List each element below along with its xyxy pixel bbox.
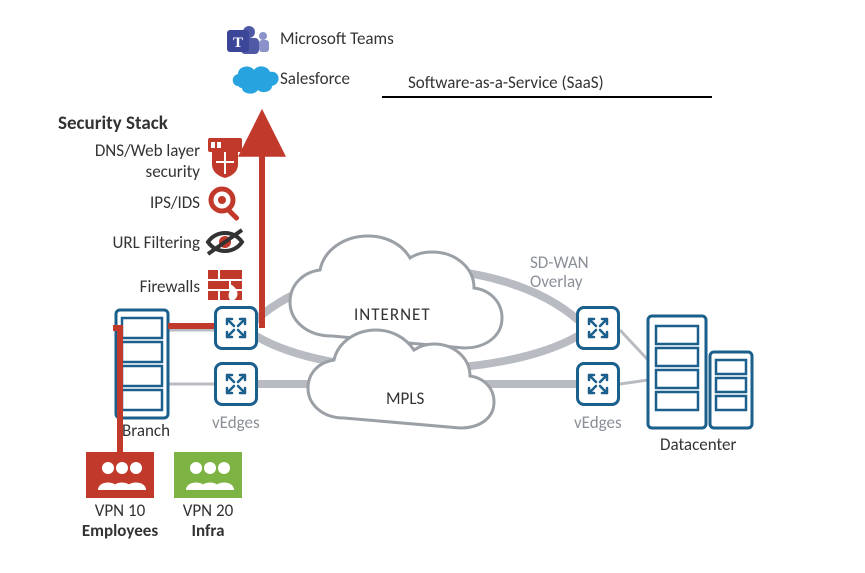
vedge-left-2 (214, 362, 258, 406)
branch-rack (116, 310, 168, 418)
magnifier-key-icon (211, 189, 240, 221)
security-stack-title: Security Stack (58, 112, 168, 135)
shield-server-icon (208, 138, 242, 178)
vedge-right-1 (576, 306, 620, 350)
teams-icon: T (227, 26, 269, 54)
vedge-left-1 (214, 306, 258, 350)
cloud-internet (290, 236, 502, 348)
branch-label: Branch (122, 420, 170, 441)
saas-item-salesforce-label: Salesforce (280, 68, 350, 89)
saas-item-teams-label: Microsoft Teams (280, 28, 394, 49)
cloud-mpls-label: MPLS (386, 388, 424, 409)
datacenter-label: Datacenter (660, 434, 736, 455)
vpn10-box (86, 452, 154, 498)
vpn10-sub: Employees (72, 520, 168, 541)
saas-underline (382, 96, 712, 98)
sdwan-line2: Overlay (530, 271, 583, 292)
firewall-icon (208, 270, 242, 300)
vpn20-box (174, 452, 242, 498)
security-item-url: URL Filtering (60, 232, 200, 253)
vpn20-sub: Infra (174, 520, 242, 541)
cloud-internet-label: INTERNET (354, 304, 431, 325)
sdwan-overlay-label: SD-WAN Overlay (530, 254, 589, 291)
link-vedge-dc-2 (620, 380, 648, 384)
security-item-dns: DNS/Web layer security (60, 140, 200, 182)
vedges-right-label: vEdges (574, 412, 622, 433)
svg-text:T: T (233, 35, 243, 51)
datacenter-racks (648, 316, 752, 428)
vedge-right-2 (576, 362, 620, 406)
vedges-left-label: vEdges (212, 412, 260, 433)
security-item-fw: Firewalls (60, 276, 200, 297)
security-item-ips: IPS/IDS (60, 192, 200, 213)
vpn10-name: VPN 10 (86, 500, 154, 521)
vpn20-name: VPN 20 (174, 500, 242, 521)
saas-title: Software-as-a-Service (SaaS) (408, 72, 604, 93)
eye-slash-icon (208, 230, 242, 254)
salesforce-icon (233, 66, 279, 93)
link-vedge-dc-1 (620, 330, 648, 360)
